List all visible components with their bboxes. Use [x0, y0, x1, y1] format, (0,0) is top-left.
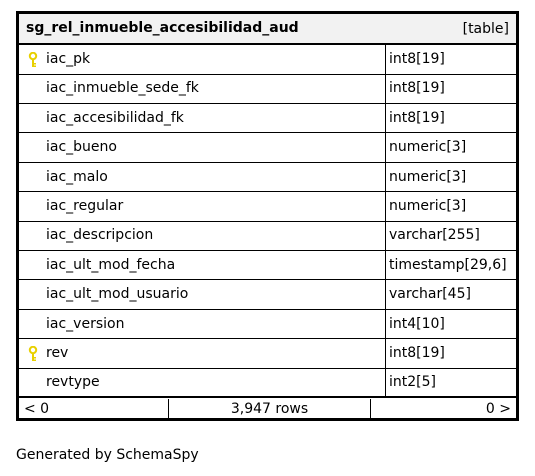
column-type: int8[19] — [389, 51, 445, 67]
parents-count[interactable]: < 0 — [24, 401, 50, 417]
table-kind-label: [table] — [462, 21, 509, 37]
column-row[interactable]: iac_bueno numeric[3] — [19, 133, 516, 163]
column-name: iac_malo — [46, 168, 108, 185]
column-divider — [385, 280, 386, 309]
column-type: int4[10] — [389, 315, 445, 332]
column-type: int8[19] — [389, 80, 445, 97]
column-row[interactable]: rev int8[19] — [19, 339, 516, 369]
table-footer: < 0 3,947 rows 0 > — [19, 397, 516, 421]
column-type: numeric[3] — [389, 139, 467, 156]
table-header: sg_rel_inmueble_accesibilidad_aud [table… — [19, 14, 516, 45]
column-name: revtype — [46, 374, 100, 391]
column-type: varchar[45] — [389, 286, 471, 303]
column-type: int2[5] — [389, 374, 436, 391]
table-name[interactable]: sg_rel_inmueble_accesibilidad_aud — [26, 20, 299, 36]
column-divider — [385, 192, 386, 221]
column-name: iac_pk — [46, 51, 91, 67]
footer-divider — [370, 399, 371, 419]
column-name: rev — [46, 345, 69, 361]
column-type: int8[19] — [389, 109, 445, 126]
column-type: varchar[255] — [389, 227, 480, 244]
column-divider — [385, 368, 386, 396]
column-divider — [385, 309, 386, 339]
column-name: iac_ult_mod_usuario — [46, 286, 189, 303]
column-row[interactable]: iac_malo numeric[3] — [19, 162, 516, 193]
column-name: iac_bueno — [46, 139, 117, 156]
table-node: sg_rel_inmueble_accesibilidad_aud [table… — [16, 11, 519, 421]
column-divider — [385, 339, 386, 368]
column-type: timestamp[29,6] — [389, 256, 507, 273]
column-row[interactable]: iac_descripcion varchar[255] — [19, 221, 516, 251]
column-divider — [385, 221, 386, 250]
column-name: iac_version — [46, 315, 125, 332]
column-divider — [385, 74, 386, 103]
column-divider — [385, 103, 386, 133]
children-count[interactable]: 0 > — [485, 401, 511, 417]
column-row[interactable]: revtype int2[5] — [19, 368, 516, 398]
column-name: iac_inmueble_sede_fk — [46, 80, 199, 97]
column-divider — [385, 133, 386, 162]
column-divider — [385, 162, 386, 192]
footer-divider — [168, 399, 169, 419]
column-row[interactable]: iac_ult_mod_usuario varchar[45] — [19, 280, 516, 310]
column-row[interactable]: iac_inmueble_sede_fk int8[19] — [19, 74, 516, 104]
generated-by-label: Generated by SchemaSpy — [16, 447, 199, 463]
column-name: iac_regular — [46, 198, 124, 214]
column-row[interactable]: iac_version int4[10] — [19, 309, 516, 340]
column-name: iac_descripcion — [46, 227, 154, 244]
column-row[interactable]: iac_ult_mod_fecha timestamp[29,6] — [19, 250, 516, 281]
column-row[interactable]: iac_pk int8[19] — [19, 45, 516, 75]
column-name: iac_ult_mod_fecha — [46, 256, 176, 273]
row-count: 3,947 rows — [230, 401, 309, 417]
primary-key-icon — [28, 52, 38, 67]
column-divider — [385, 250, 386, 280]
primary-key-icon — [28, 346, 38, 361]
column-row[interactable]: iac_regular numeric[3] — [19, 192, 516, 222]
column-type: numeric[3] — [389, 198, 467, 214]
column-name: iac_accesibilidad_fk — [46, 109, 184, 126]
column-type: numeric[3] — [389, 168, 467, 185]
column-row[interactable]: iac_accesibilidad_fk int8[19] — [19, 103, 516, 134]
column-divider — [385, 45, 386, 74]
column-type: int8[19] — [389, 345, 445, 361]
